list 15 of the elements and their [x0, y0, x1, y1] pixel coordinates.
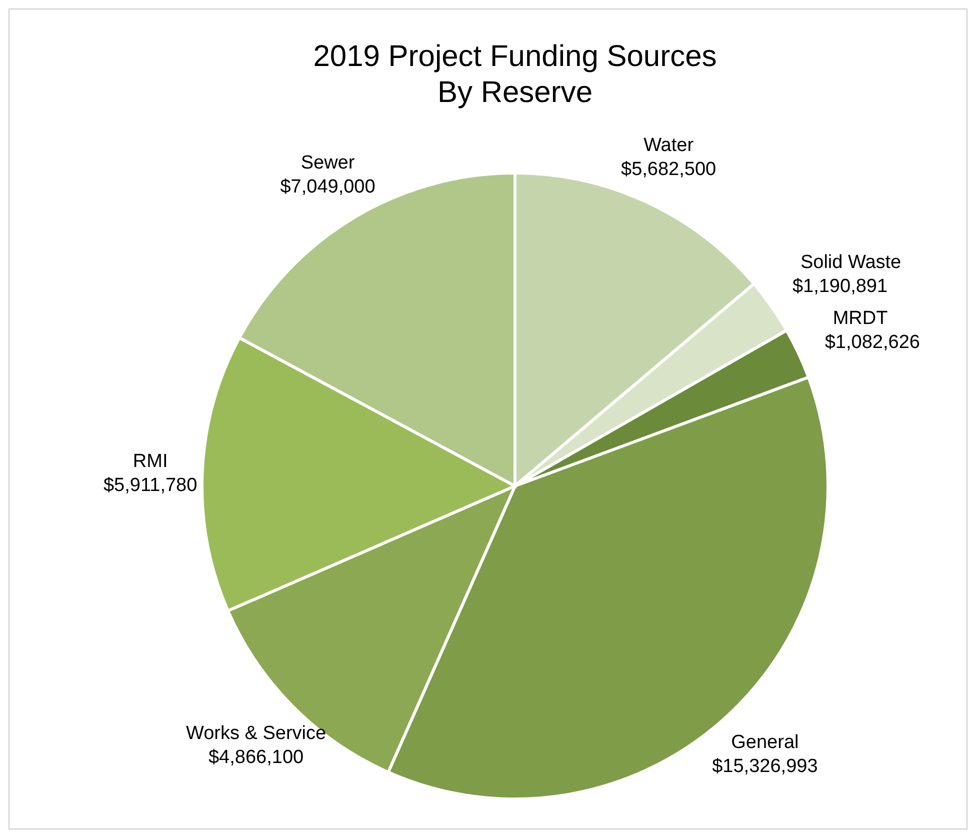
- slice-label: General: [731, 732, 799, 753]
- data-label: $15,326,993: [712, 756, 818, 777]
- data-label: $4,866,100: [208, 747, 304, 768]
- data-label: $7,049,000: [280, 176, 376, 198]
- slice-label: Sewer: [300, 152, 356, 174]
- slice-label: RMI: [132, 450, 168, 472]
- slice-label: Solid Waste: [800, 252, 902, 273]
- data-label: $5,911,780: [103, 474, 198, 496]
- data-label: $1,190,891: [792, 276, 888, 297]
- data-label: $5,682,500: [621, 158, 716, 180]
- slice-label: Water: [644, 134, 694, 156]
- slice-label: MRDT: [832, 308, 888, 329]
- data-label: $1,082,626: [824, 332, 920, 353]
- chart-title: 2019 Project Funding Sources By Reserve: [313, 40, 717, 109]
- slice-label: Works & Service: [186, 723, 326, 744]
